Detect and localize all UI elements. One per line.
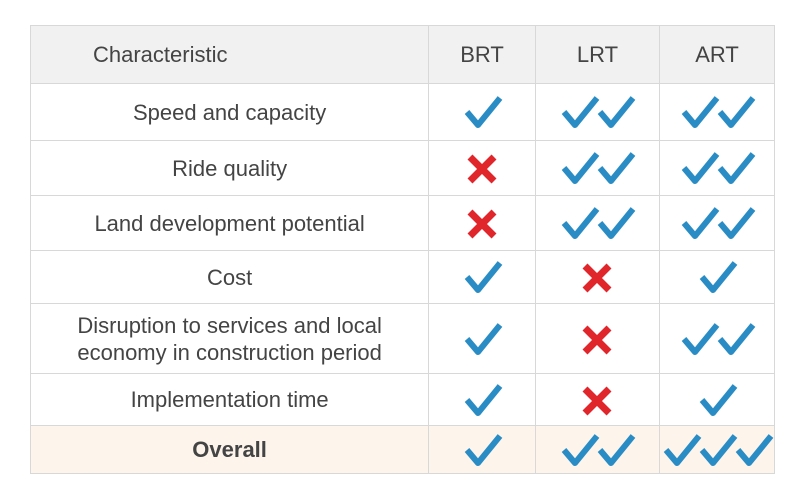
check [663,433,702,466]
check [699,433,738,466]
check [717,152,756,184]
rating-cell [659,195,775,251]
check-icons [663,433,774,466]
cross-icon [582,263,612,293]
check [699,261,738,293]
row-label: Ride quality [29,140,430,196]
check [681,96,720,128]
check [681,152,720,184]
check-icons [464,383,503,416]
check-icons [464,261,503,293]
row-label: Cost [29,250,430,304]
row-label: Overall [29,425,430,474]
check [464,433,503,466]
rating-cell [659,373,775,426]
rating-cell [428,373,536,426]
check [598,207,636,239]
header-cell: ART [659,25,775,84]
check [562,207,600,239]
table-row: Speed and capacity [29,83,775,141]
table-row: Ride quality [29,140,775,196]
comparison-table: Characteristic BRT LRT ART Speed and cap… [29,25,775,474]
rating-cell [659,250,775,304]
rating-cell [428,303,536,374]
check [735,433,774,466]
rating-cell [428,195,536,251]
rating-cell [534,425,661,474]
rating-cell [428,83,536,141]
check-icons [464,322,503,355]
check [598,433,636,466]
table-row: Land development potential [29,195,775,251]
check [464,96,503,128]
check [717,322,756,355]
row-label: Implementation time [29,373,430,426]
check-icons [681,322,756,355]
check [598,152,636,184]
header-cell: LRT [534,25,661,84]
check [464,383,503,416]
check [681,207,720,239]
check-icons [562,433,636,466]
check [464,261,503,293]
table-row: Cost [29,250,775,304]
check-icons [681,207,756,239]
check [681,322,720,355]
rating-cell [534,250,661,304]
check [562,152,600,184]
table-body: Speed and capacity Ride quality Land devel… [29,83,775,474]
check-icons [562,207,636,239]
cross-icon [467,209,497,239]
check [598,96,636,128]
header-cell: BRT [428,25,536,84]
rating-cell [428,425,536,474]
cross [582,325,612,354]
cross [467,209,497,239]
row-label: Disruption to services and local economy… [29,303,430,374]
check-icons [699,383,738,416]
check [464,322,503,355]
check-icons [562,96,636,128]
check [717,207,756,239]
rating-cell [428,250,536,304]
rating-cell [659,83,775,141]
header-cell: Characteristic [29,25,430,84]
check-icons [464,433,503,466]
check [562,96,600,128]
cross [582,386,612,415]
check-icons [464,96,503,128]
header-row: Characteristic BRT LRT ART [29,25,775,84]
rating-cell [428,140,536,196]
rating-cell [659,140,775,196]
check-icons [562,152,636,184]
rating-cell [659,425,775,474]
rating-cell [534,140,661,196]
rating-cell [534,195,661,251]
rating-cell [534,373,661,426]
check-icons [699,261,738,293]
rating-cell [659,303,775,374]
table-row: Overall [29,425,775,474]
rating-cell [534,83,661,141]
cross-icon [582,386,612,415]
cross [582,263,612,293]
cross-icon [582,325,612,354]
table-row: Implementation time [29,373,775,426]
row-label: Land development potential [29,195,430,251]
cross [467,154,497,184]
check [562,433,600,466]
check-icons [681,96,756,128]
row-label: Speed and capacity [29,83,430,141]
check [699,383,738,416]
check [717,96,756,128]
check-icons [681,152,756,184]
rating-cell [534,303,661,374]
cross-icon [467,154,497,184]
table-row: Disruption to services and local economy… [29,303,775,374]
